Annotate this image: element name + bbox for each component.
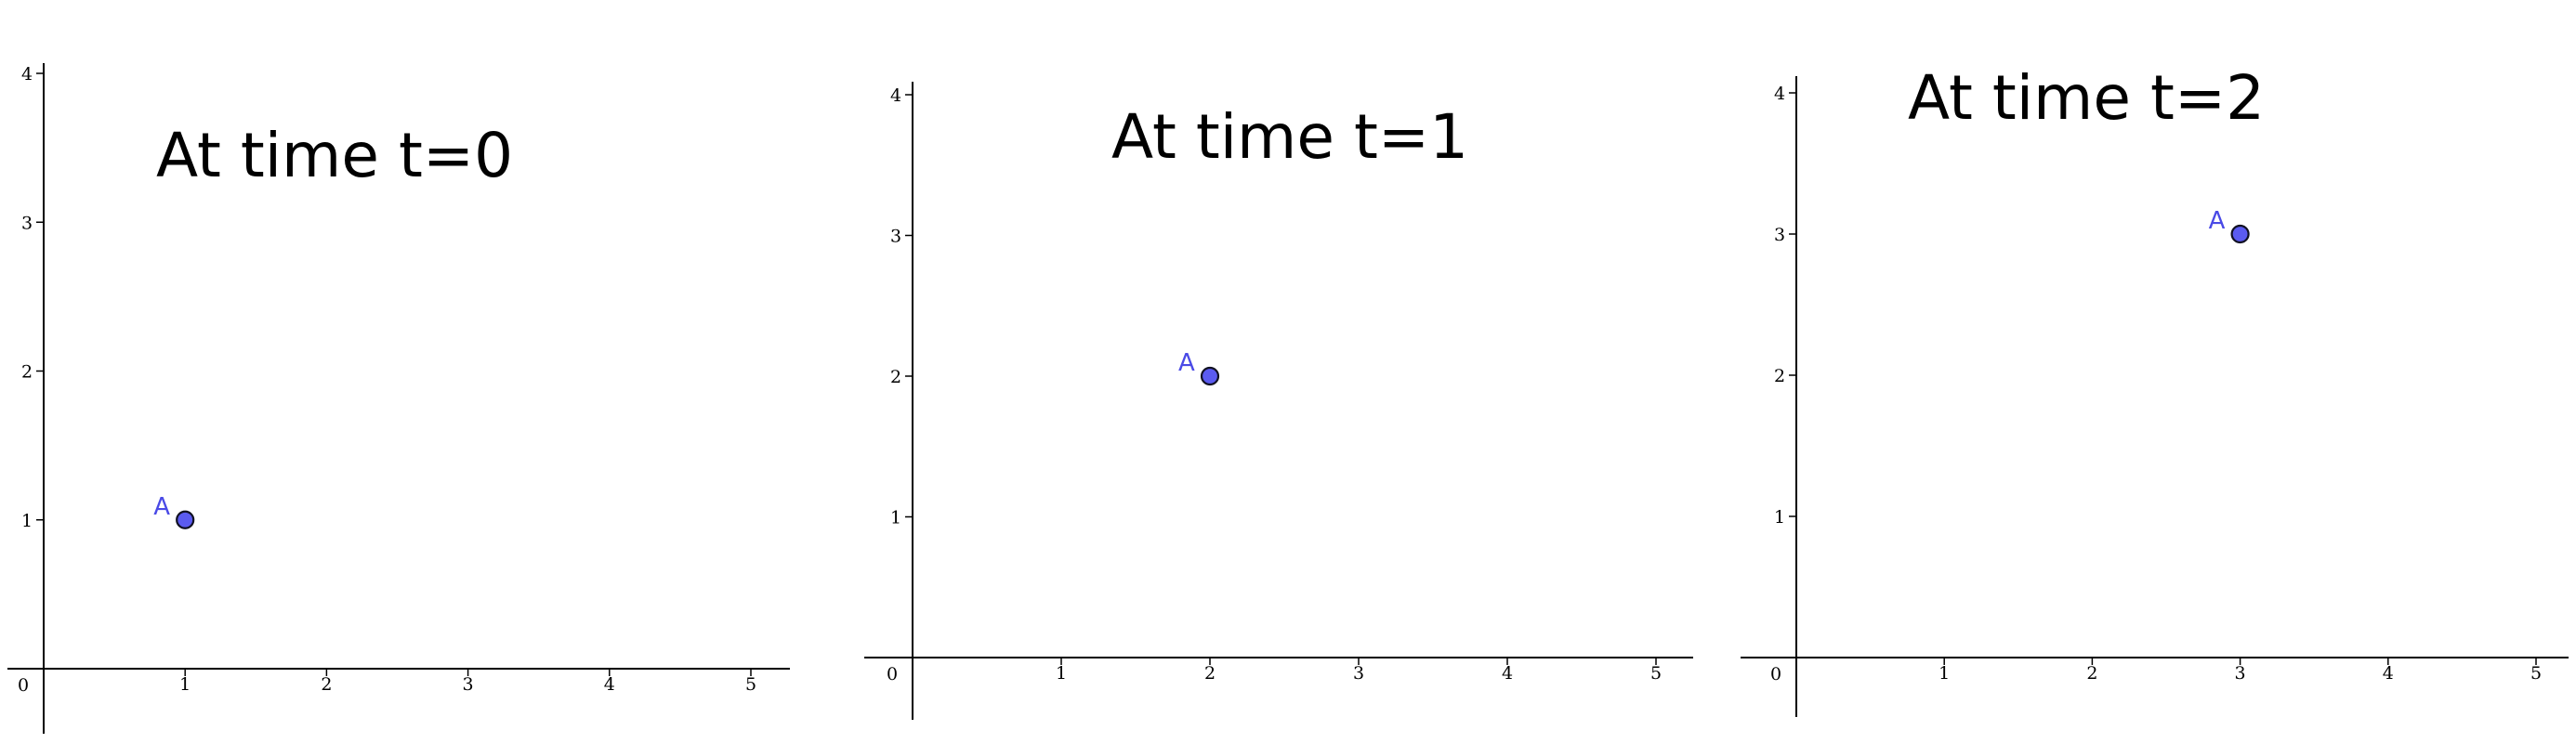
x-tick-label: 5 [2530,663,2542,684]
y-tick-label: 2 [890,367,901,387]
y-tick-label: 2 [21,362,33,383]
point-marker [2230,224,2250,244]
point-label: A [2209,207,2226,235]
chart-title: At time t=0 [156,120,513,191]
y-tick-label: 3 [890,227,901,247]
x-tick-label: 2 [321,674,332,695]
y-tick-label: 1 [21,511,33,531]
point-label: A [153,493,170,521]
x-tick-label: 4 [2383,663,2394,684]
chart-panel-1: At time t=1 0 1 2 3 4 5 1 2 3 4 A [864,82,1693,720]
chart-title: At time t=1 [1111,101,1468,173]
x-tick-label: 5 [1650,663,1662,684]
x-tick-label: 1 [179,674,191,695]
x-tick-label: 3 [463,674,474,695]
chart-panel-0: At time t=0 0 1 2 3 4 5 1 2 3 4 A [7,63,790,734]
point-marker [176,510,195,529]
x-tick-label: 4 [1502,663,1513,684]
point-label: A [1178,349,1195,377]
x-tick-label: 1 [1939,663,1950,684]
x-tick-label: 5 [745,674,756,695]
point-marker [1200,366,1220,386]
x-tick-label: 2 [1204,663,1216,684]
y-tick-label: 2 [1774,366,1785,386]
x-tick-label: 4 [604,674,615,695]
origin-label: 0 [887,664,898,684]
chart-title: At time t=2 [1908,62,2265,134]
x-tick-label: 2 [2086,663,2097,684]
y-tick-label: 1 [1774,507,1785,528]
origin-label: 0 [1770,664,1781,684]
y-tick-label: 4 [21,64,33,85]
y-tick-label: 3 [1774,225,1785,245]
y-tick-label: 4 [890,85,901,106]
x-tick-label: 3 [1353,663,1364,684]
x-tick-label: 3 [2235,663,2246,684]
chart-panel-2: At time t=2 0 1 2 3 4 5 1 2 3 4 A [1741,62,2569,717]
origin-label: 0 [18,675,29,696]
y-tick-label: 3 [21,213,33,233]
x-tick-label: 1 [1056,663,1067,684]
y-tick-label: 1 [890,508,901,528]
y-tick-label: 4 [1774,84,1785,104]
